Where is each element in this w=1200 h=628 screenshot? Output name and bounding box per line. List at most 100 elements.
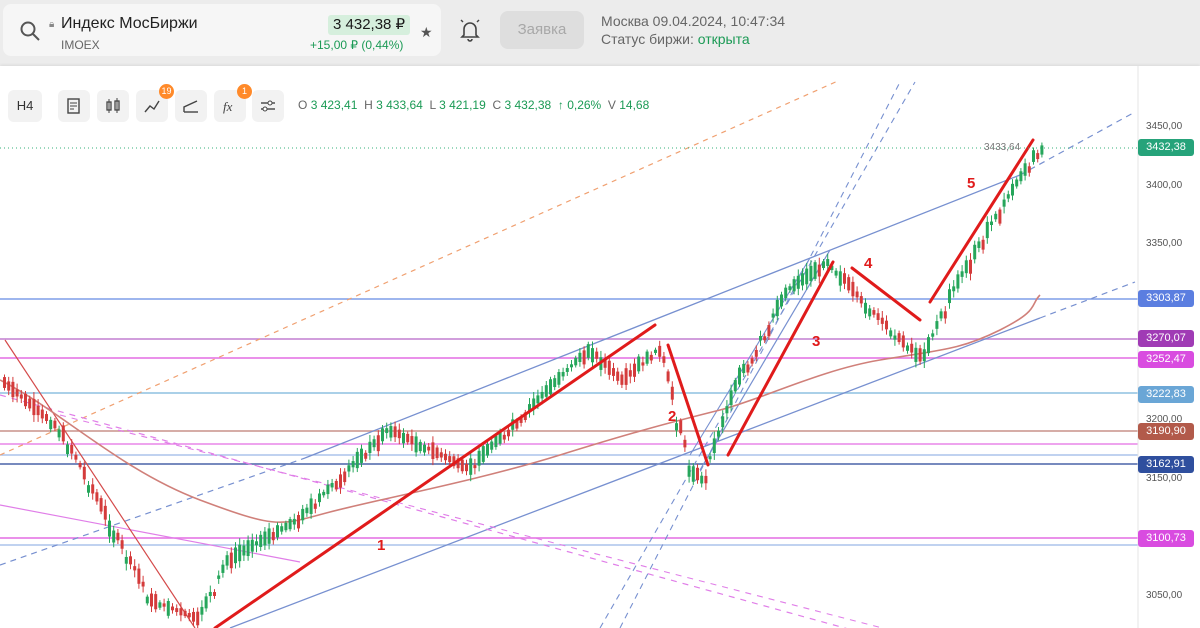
function-button[interactable]: fx 1 xyxy=(214,84,252,122)
candle xyxy=(57,429,61,438)
candle xyxy=(154,594,158,610)
candle xyxy=(544,385,548,397)
candle xyxy=(238,544,242,562)
candle xyxy=(641,362,645,366)
candle xyxy=(561,371,565,377)
candle xyxy=(906,345,909,351)
candle xyxy=(24,393,27,407)
candle xyxy=(11,381,15,398)
candle xyxy=(784,287,788,299)
candle xyxy=(481,446,485,462)
indicators-button[interactable]: 19 xyxy=(136,84,174,122)
candle xyxy=(754,349,758,357)
settings-button[interactable] xyxy=(252,90,284,122)
candle xyxy=(150,593,153,607)
candle xyxy=(813,262,817,279)
drawing-button[interactable] xyxy=(175,90,207,122)
axis-tick: 3350,00 xyxy=(1146,238,1183,249)
order-button[interactable]: Заявка xyxy=(500,11,584,49)
candle xyxy=(418,441,422,452)
search-icon[interactable] xyxy=(19,20,41,42)
candle xyxy=(616,371,620,381)
candle xyxy=(700,475,704,484)
candle xyxy=(112,530,116,543)
candle xyxy=(851,281,855,297)
moving-average-line xyxy=(0,294,1041,523)
candle xyxy=(679,420,683,434)
candle xyxy=(931,333,935,337)
candle xyxy=(864,302,867,314)
indicators-badge: 19 xyxy=(159,84,174,99)
price-label: 3252,47 xyxy=(1138,351,1194,368)
candle xyxy=(780,294,783,307)
candle xyxy=(960,271,964,277)
candle xyxy=(129,556,132,565)
ticker-card[interactable]: 🔒︎ Индекс МосБиржи IMOEX 3 432,38 ₽ +15,… xyxy=(3,4,441,56)
candle xyxy=(137,568,141,584)
candle xyxy=(351,461,355,468)
timeframe-button[interactable]: H4 xyxy=(8,90,42,122)
candle xyxy=(872,310,876,315)
candle xyxy=(32,398,36,416)
candle xyxy=(385,428,389,434)
candle xyxy=(271,532,275,541)
candle xyxy=(217,575,221,579)
candle xyxy=(805,268,809,285)
candle xyxy=(1006,194,1010,199)
open-value: 3 423,41 xyxy=(310,98,358,112)
candle xyxy=(498,430,502,444)
candle xyxy=(662,356,666,363)
candle xyxy=(145,596,149,604)
candle xyxy=(990,221,993,226)
candle xyxy=(1040,145,1044,155)
candle xyxy=(469,458,473,475)
candles xyxy=(3,142,1044,628)
candle xyxy=(624,368,628,385)
candle xyxy=(288,519,292,530)
star-icon[interactable]: ★ xyxy=(420,24,433,40)
candle xyxy=(523,412,527,420)
candle xyxy=(376,435,380,452)
candle xyxy=(196,611,200,626)
exchange-status: Статус биржи: открыта xyxy=(601,31,750,47)
wave-label: 4 xyxy=(864,255,873,272)
candle xyxy=(360,448,363,463)
candle xyxy=(179,608,183,616)
candle xyxy=(108,520,111,537)
candle xyxy=(582,350,586,365)
candles-button[interactable] xyxy=(97,90,129,122)
price-label-current: 3432,38 xyxy=(1138,139,1194,156)
candle xyxy=(343,471,347,483)
candle xyxy=(187,613,191,618)
candle xyxy=(1027,166,1031,173)
axis-tick: 3400,00 xyxy=(1146,180,1183,191)
candle xyxy=(28,398,32,409)
chart-panel xyxy=(0,66,1200,628)
ticker-name: Индекс МосБиржи xyxy=(61,15,198,32)
candle xyxy=(1019,171,1023,182)
report-button[interactable] xyxy=(58,90,90,122)
candle xyxy=(658,345,662,357)
candle xyxy=(3,377,6,388)
steep-channel-line xyxy=(689,257,811,456)
report-icon xyxy=(67,98,80,114)
price-chart[interactable] xyxy=(0,66,1200,628)
candle xyxy=(771,313,775,318)
bell-icon[interactable] xyxy=(458,18,482,42)
candle xyxy=(444,453,447,461)
candle xyxy=(767,325,771,337)
candle xyxy=(74,454,78,460)
candle xyxy=(843,273,846,284)
candle xyxy=(943,311,947,319)
candle xyxy=(540,391,544,399)
resistance-dashed-line xyxy=(0,79,841,456)
candle xyxy=(402,432,405,444)
candle xyxy=(393,426,397,438)
candle xyxy=(620,374,624,385)
candle xyxy=(435,447,439,459)
wave-label: 2 xyxy=(668,408,677,425)
candle xyxy=(792,279,796,292)
candle xyxy=(704,475,708,484)
candle xyxy=(250,539,254,552)
candle xyxy=(570,364,573,368)
